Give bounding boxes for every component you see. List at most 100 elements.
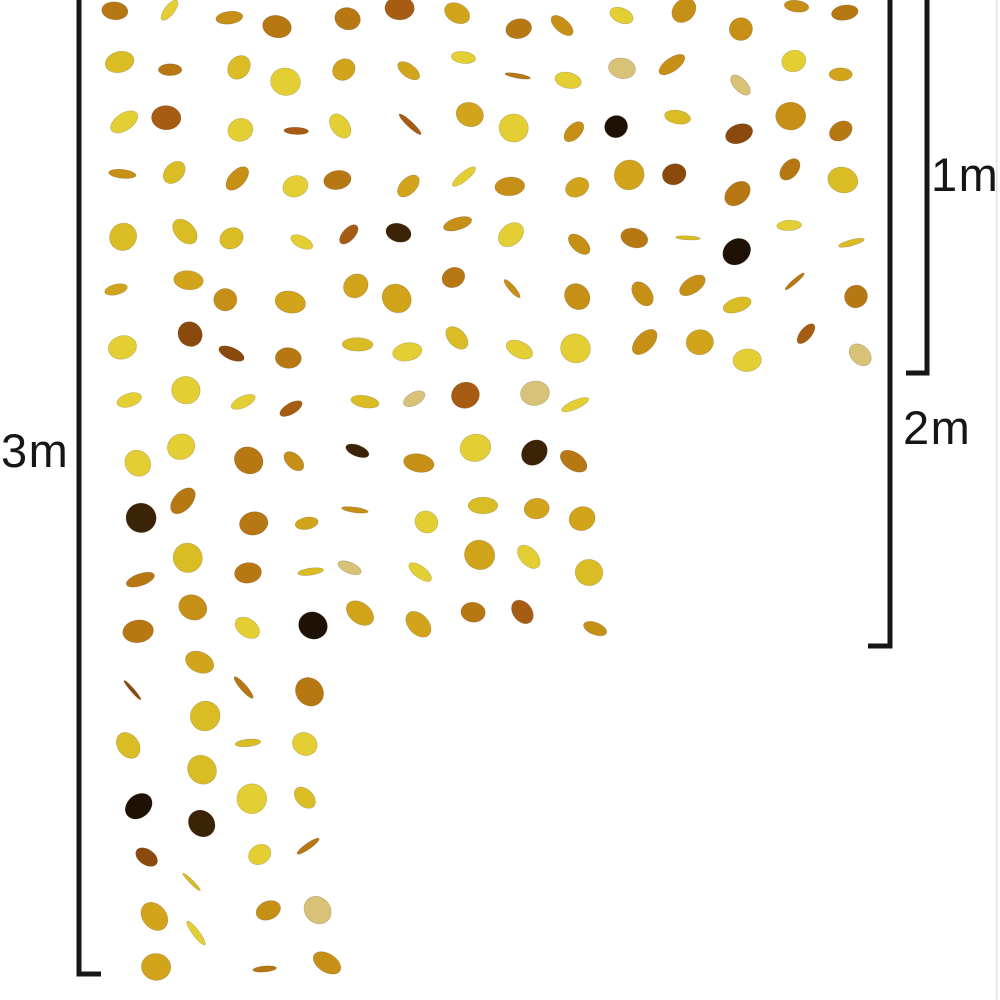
- garland-dot: [385, 222, 412, 243]
- garland-dot: [262, 15, 292, 39]
- garland-dot: [783, 0, 810, 13]
- garland-dot: [279, 400, 303, 417]
- garland-dot: [384, 0, 415, 21]
- garland-dot: [341, 506, 369, 514]
- garland-dot: [848, 343, 872, 367]
- garland-strand-2m-2: [381, 0, 439, 638]
- garland-dot: [679, 274, 706, 297]
- measurement-label-2m: 2m: [903, 401, 971, 454]
- garland-dot: [561, 397, 589, 413]
- garland-dot: [190, 700, 221, 732]
- garland-dot: [671, 0, 697, 23]
- garland-dot: [124, 449, 152, 477]
- garland-dot: [517, 544, 541, 569]
- garland-dot: [664, 109, 691, 125]
- garland-dot: [511, 599, 534, 624]
- garland-dot: [565, 177, 590, 198]
- measurement-bracket-1m: [906, 0, 930, 376]
- garland-dot: [408, 562, 432, 582]
- garland-dot: [405, 611, 432, 638]
- garland-strand-2m-1: [323, 7, 380, 626]
- garland-dot: [505, 18, 532, 39]
- garland-dot: [140, 902, 169, 931]
- garland-dot: [339, 224, 359, 245]
- garland-dot: [116, 732, 141, 759]
- garland-strand-1m-3: [722, 17, 762, 372]
- garland-dot: [124, 793, 153, 820]
- garland-dot: [213, 288, 238, 312]
- garland-dot: [724, 181, 751, 207]
- garland-dot: [236, 783, 268, 814]
- garland-dot: [631, 281, 654, 307]
- garland-dot: [125, 502, 157, 533]
- garland-dot: [414, 510, 439, 534]
- garland-dot: [104, 50, 135, 74]
- garland-dot: [554, 71, 582, 89]
- garland-strand-3m-3: [213, 10, 281, 973]
- garland-dot: [178, 594, 208, 621]
- garland-dot: [827, 166, 859, 194]
- garland-dot: [609, 6, 634, 25]
- garland-dot: [345, 443, 370, 458]
- garland-dot: [494, 176, 525, 197]
- garland-dot: [441, 267, 466, 288]
- garland-dot: [122, 619, 154, 643]
- garland-dot: [550, 15, 574, 36]
- garland-dot: [445, 326, 469, 350]
- garland-dot: [604, 115, 628, 138]
- garland-dot: [323, 170, 352, 190]
- garland-dot: [227, 55, 251, 80]
- garland-dot: [186, 920, 206, 946]
- garland-dot: [187, 754, 217, 785]
- garland-dot: [177, 321, 203, 347]
- garland-dot: [381, 283, 412, 314]
- garland-dot: [282, 175, 309, 198]
- garland-dot: [732, 348, 762, 372]
- measurement-label-3m: 3m: [1, 424, 69, 477]
- garland-dot: [296, 837, 320, 855]
- garland-dot: [831, 4, 859, 21]
- garland-dot: [779, 158, 801, 181]
- garland-dot: [444, 2, 470, 25]
- garland-dot: [248, 844, 272, 865]
- measurement-brackets-layer: [76, 0, 930, 977]
- garland-dot: [722, 238, 751, 266]
- garland-dot: [504, 72, 531, 80]
- garland-dot: [350, 394, 380, 409]
- garland-dot: [294, 516, 319, 530]
- garland-dot: [252, 965, 277, 973]
- garland-dot: [662, 163, 687, 186]
- garland-strand-1m-5: [827, 4, 872, 367]
- garland-dot: [398, 113, 422, 135]
- garland-strand-2m-3: [441, 2, 499, 623]
- garland-dot: [125, 571, 155, 588]
- garland-dot: [107, 335, 137, 360]
- garland-dot: [170, 487, 196, 515]
- garland-dot: [215, 10, 244, 25]
- garland-dot: [104, 283, 128, 296]
- garland-dot: [459, 433, 492, 462]
- garland-dot: [116, 392, 142, 408]
- garland-strand-1m-4: [775, 0, 816, 344]
- garland-dot: [151, 105, 182, 131]
- garland-dot: [108, 168, 137, 179]
- garland-dot: [109, 222, 137, 251]
- garland-dot: [467, 496, 499, 515]
- garland-dot: [403, 390, 426, 408]
- garland-dot: [620, 227, 649, 249]
- garland-strand-3m-2: [151, 0, 221, 946]
- garland-dot: [397, 174, 420, 198]
- garland-dot: [290, 234, 313, 250]
- photo-right-border: [996, 0, 998, 1000]
- garland-dot: [452, 166, 476, 187]
- garland-dot: [172, 218, 198, 245]
- garland-dot: [233, 676, 254, 699]
- garland-dot: [568, 506, 596, 531]
- garland-dot: [158, 63, 183, 76]
- garland-dot: [234, 738, 261, 748]
- garland-dot: [234, 562, 262, 584]
- garland-dot: [225, 166, 249, 191]
- garland-strand-1m-1: [604, 6, 658, 355]
